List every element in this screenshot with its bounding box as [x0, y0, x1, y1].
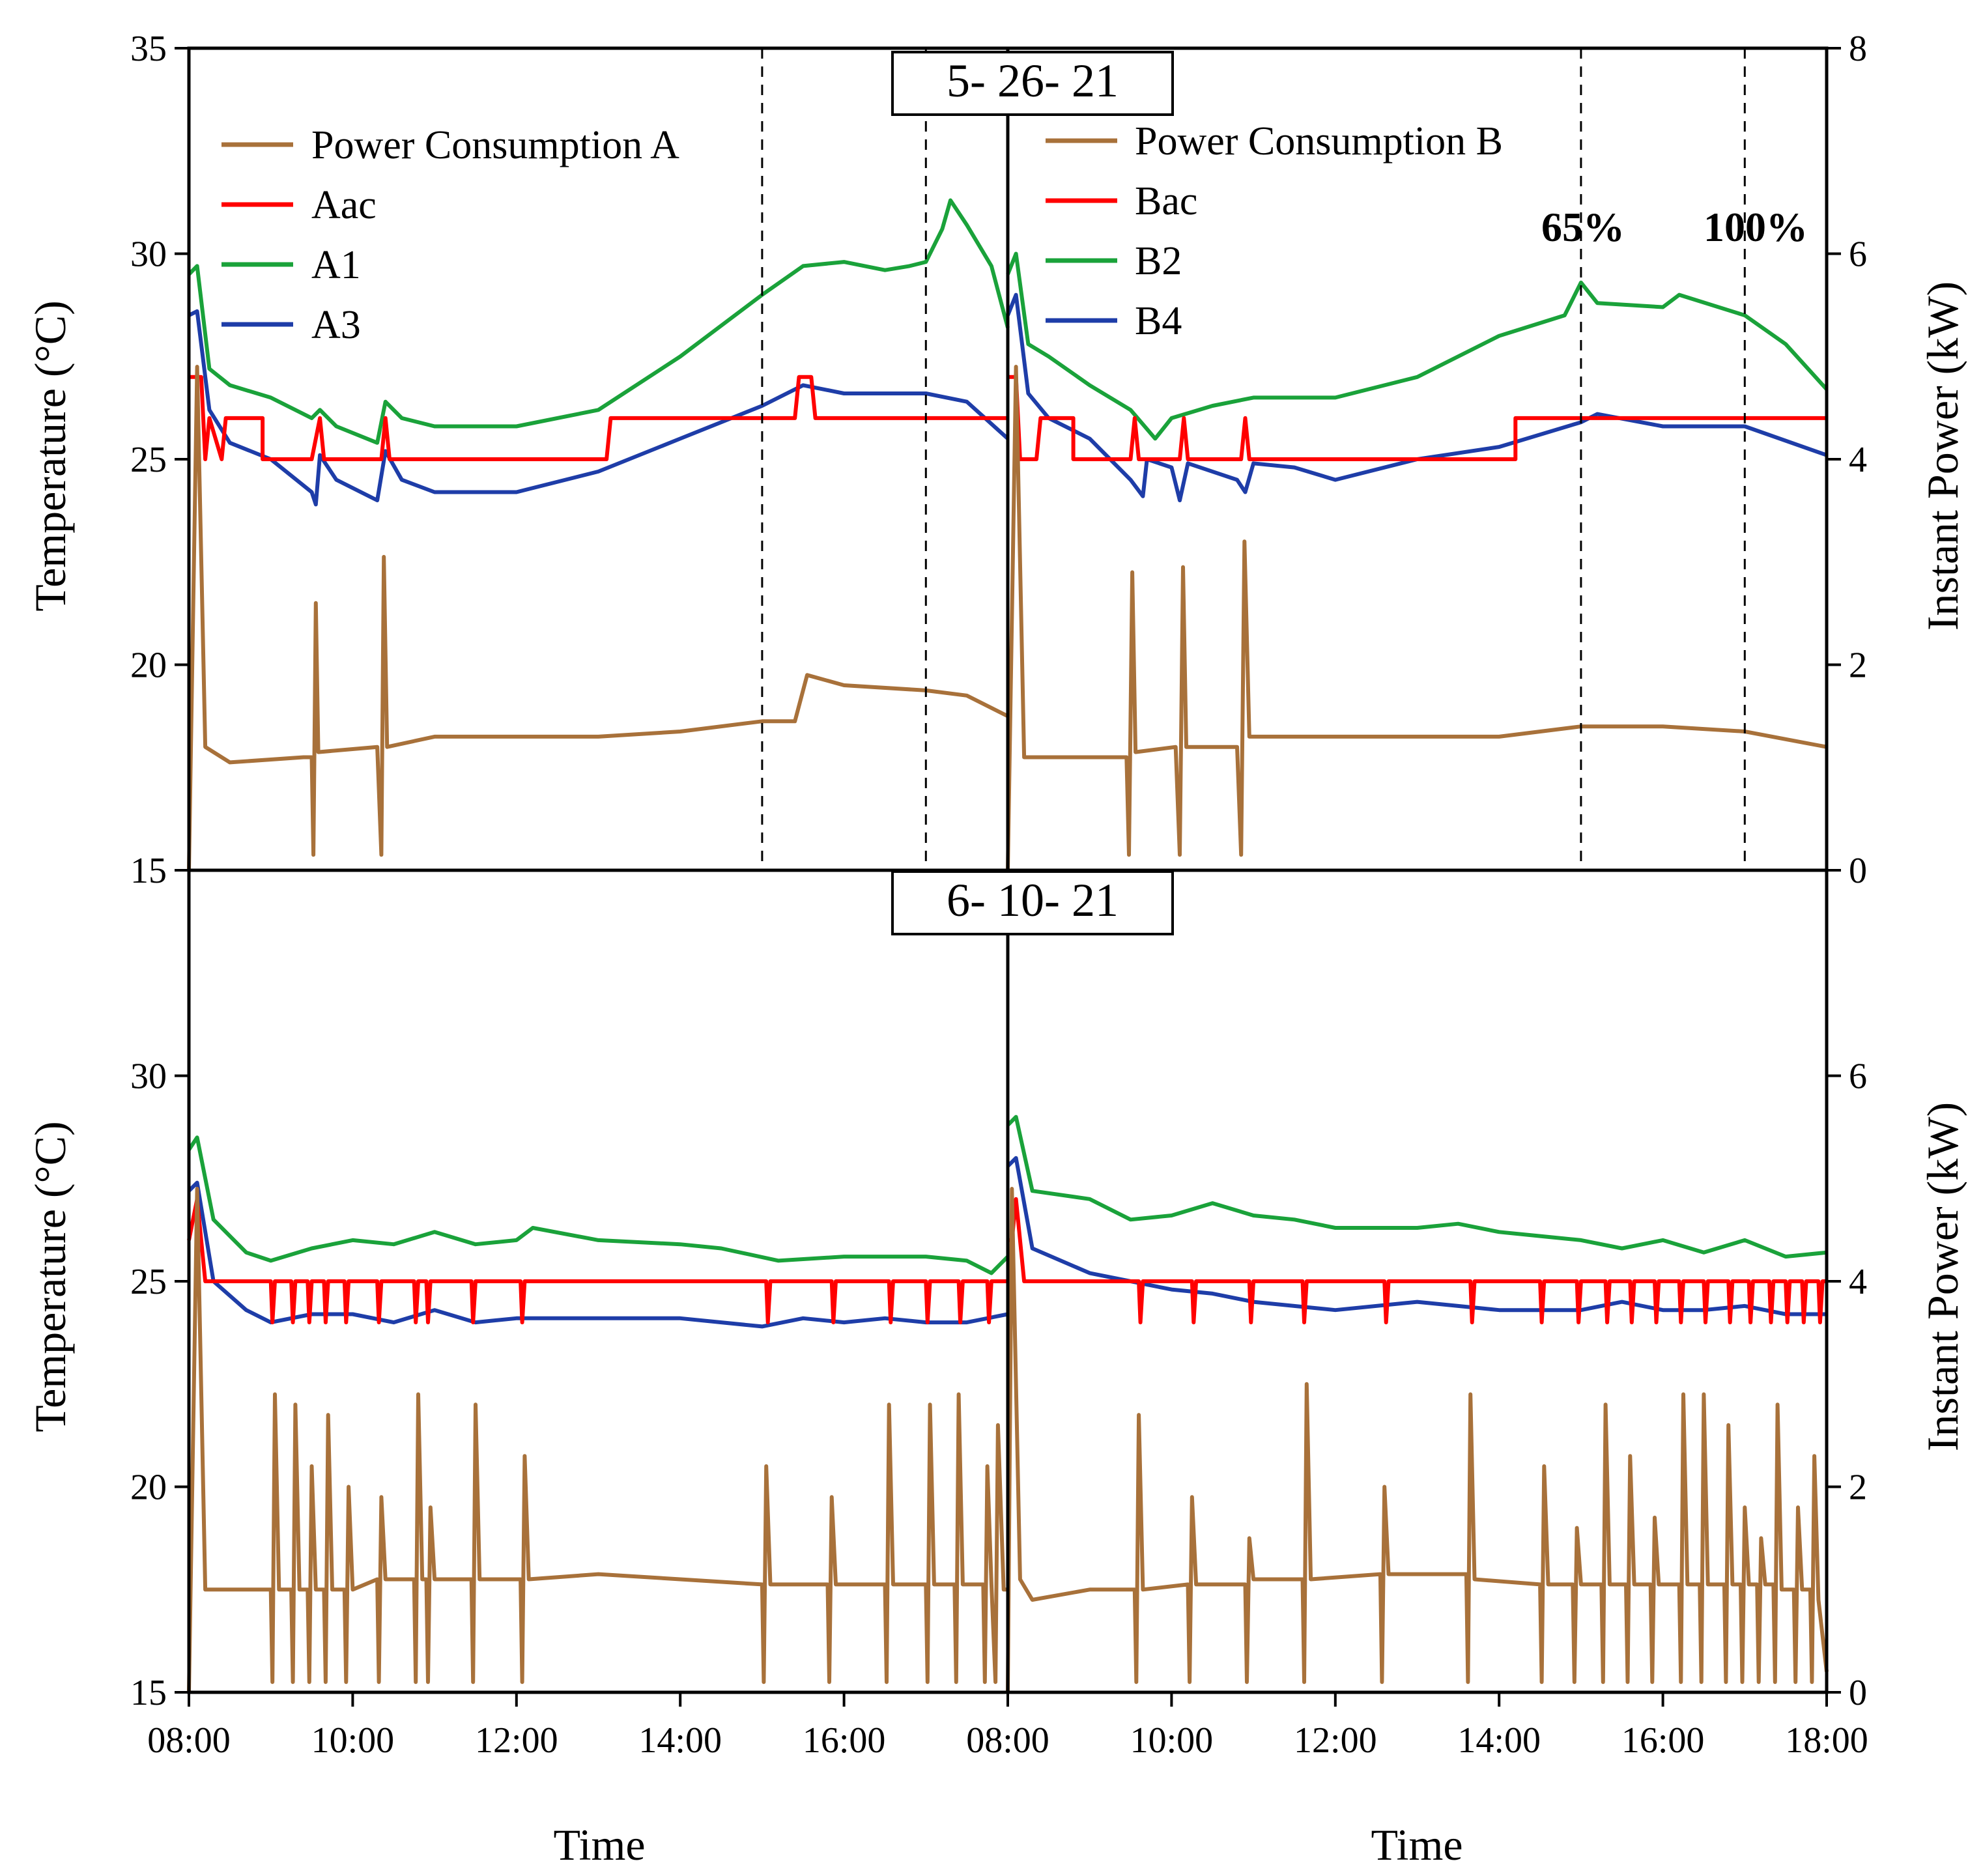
series-a3-6-10-21-a — [187, 1180, 1008, 1329]
y-left-tick-label: 30 — [130, 234, 167, 275]
x-tick-label: 14:00 — [638, 1720, 722, 1761]
series-layer — [187, 198, 1829, 1693]
x-tick-label: 12:00 — [1294, 1720, 1377, 1761]
series-b4-6-10-21-b — [1006, 1156, 1827, 1316]
date-label-top: 5- 26- 21 — [891, 51, 1174, 116]
series-a3-5-26-21-a — [188, 309, 1010, 507]
series-bac-6-10-21-b — [1008, 1197, 1827, 1325]
y-right-tick-label: 0 — [1849, 851, 1867, 891]
series-power-consumption-a-5-26-21-a — [187, 365, 1009, 871]
date-label-top-text: 5- 26- 21 — [947, 55, 1119, 107]
series-a1-6-10-21-a — [187, 1135, 1010, 1275]
series-b2-6-10-21-b — [1006, 1115, 1827, 1259]
y-left-tick-label: 25 — [130, 1262, 167, 1302]
y-left-title-top: Temperature (°C) — [25, 300, 75, 611]
legend-label-aac: Aac — [311, 183, 377, 227]
series-power-consumption-a-6-10-21-a — [187, 1187, 1008, 1693]
y-right-tick-label: 2 — [1849, 1468, 1867, 1508]
y-right-title-top: Instant Power (kW) — [1918, 281, 1967, 631]
y-left-tick-label: 25 — [130, 440, 167, 480]
y-right-tick-label: 6 — [1849, 1057, 1867, 1097]
x-title-left: Time — [553, 1820, 645, 1869]
y-right-tick-label: 4 — [1849, 440, 1867, 480]
x-tick-label: 12:00 — [475, 1720, 558, 1761]
date-label-bottom-text: 6- 10- 21 — [947, 874, 1119, 926]
dashed-lines — [761, 48, 1746, 870]
legend-label-power-a: Power Consumption A — [311, 123, 679, 167]
legend-label-a1: A1 — [311, 243, 361, 287]
percent-label-65: 65% — [1541, 204, 1625, 250]
x-tick-label: 18:00 — [1785, 1720, 1868, 1761]
series-bac-5-26-21-b — [1008, 375, 1827, 461]
legend-label-power-b: Power Consumption B — [1135, 119, 1503, 163]
y-right-title-bottom: Instant Power (kW) — [1918, 1102, 1967, 1451]
x-title-right: Time — [1371, 1820, 1462, 1869]
series-aac-5-26-21-a — [189, 375, 1008, 461]
axis-ticks: 15 20 25 30 35 0 2 4 6 8 15 20 25 30 0 2 4 6 08:00 10:00 12:… — [130, 29, 1868, 1761]
percent-label-100: 100% — [1704, 204, 1808, 250]
series-power-consumption-b-6-10-21-b — [1006, 1187, 1829, 1693]
legend-left: Power Consumption A Aac A1 A3 — [221, 123, 679, 347]
y-right-tick-label: 8 — [1849, 29, 1867, 69]
y-right-tick-label: 0 — [1849, 1673, 1867, 1713]
y-left-tick-label: 30 — [130, 1057, 167, 1097]
legend-right: Power Consumption B Bac B2 B4 — [1046, 119, 1503, 343]
x-tick-label: 16:00 — [1621, 1720, 1705, 1761]
y-left-tick-label: 20 — [130, 1468, 167, 1508]
y-right-tick-label: 6 — [1849, 234, 1867, 275]
y-right-tick-label: 4 — [1849, 1262, 1867, 1302]
legend-label-b2: B2 — [1135, 239, 1182, 283]
legend-label-b4: B4 — [1135, 299, 1182, 343]
series-power-consumption-b-5-26-21-b — [1006, 365, 1827, 871]
x-tick-label: 10:00 — [311, 1720, 395, 1761]
x-tick-label: 14:00 — [1457, 1720, 1541, 1761]
x-tick-label: 08:00 — [966, 1720, 1049, 1761]
x-tick-label: 16:00 — [803, 1720, 886, 1761]
y-left-tick-label: 15 — [130, 851, 167, 891]
y-left-tick-label: 35 — [130, 29, 167, 69]
y-left-tick-label: 15 — [130, 1673, 167, 1713]
series-aac-6-10-21-a — [187, 1197, 1008, 1325]
y-left-tick-label: 20 — [130, 646, 167, 686]
x-tick-label: 10:00 — [1130, 1720, 1214, 1761]
legend-label-bac: Bac — [1135, 179, 1197, 223]
x-tick-label: 08:00 — [147, 1720, 231, 1761]
series-a1-5-26-21-a — [187, 198, 1010, 445]
date-label-bottom: 6- 10- 21 — [891, 870, 1174, 935]
y-left-title-bottom: Temperature (°C) — [25, 1121, 75, 1432]
y-right-tick-label: 2 — [1849, 646, 1867, 686]
series-b4-5-26-21-b — [1006, 292, 1827, 503]
legend-label-a3: A3 — [311, 303, 361, 347]
series-b2-5-26-21-b — [1006, 251, 1829, 441]
